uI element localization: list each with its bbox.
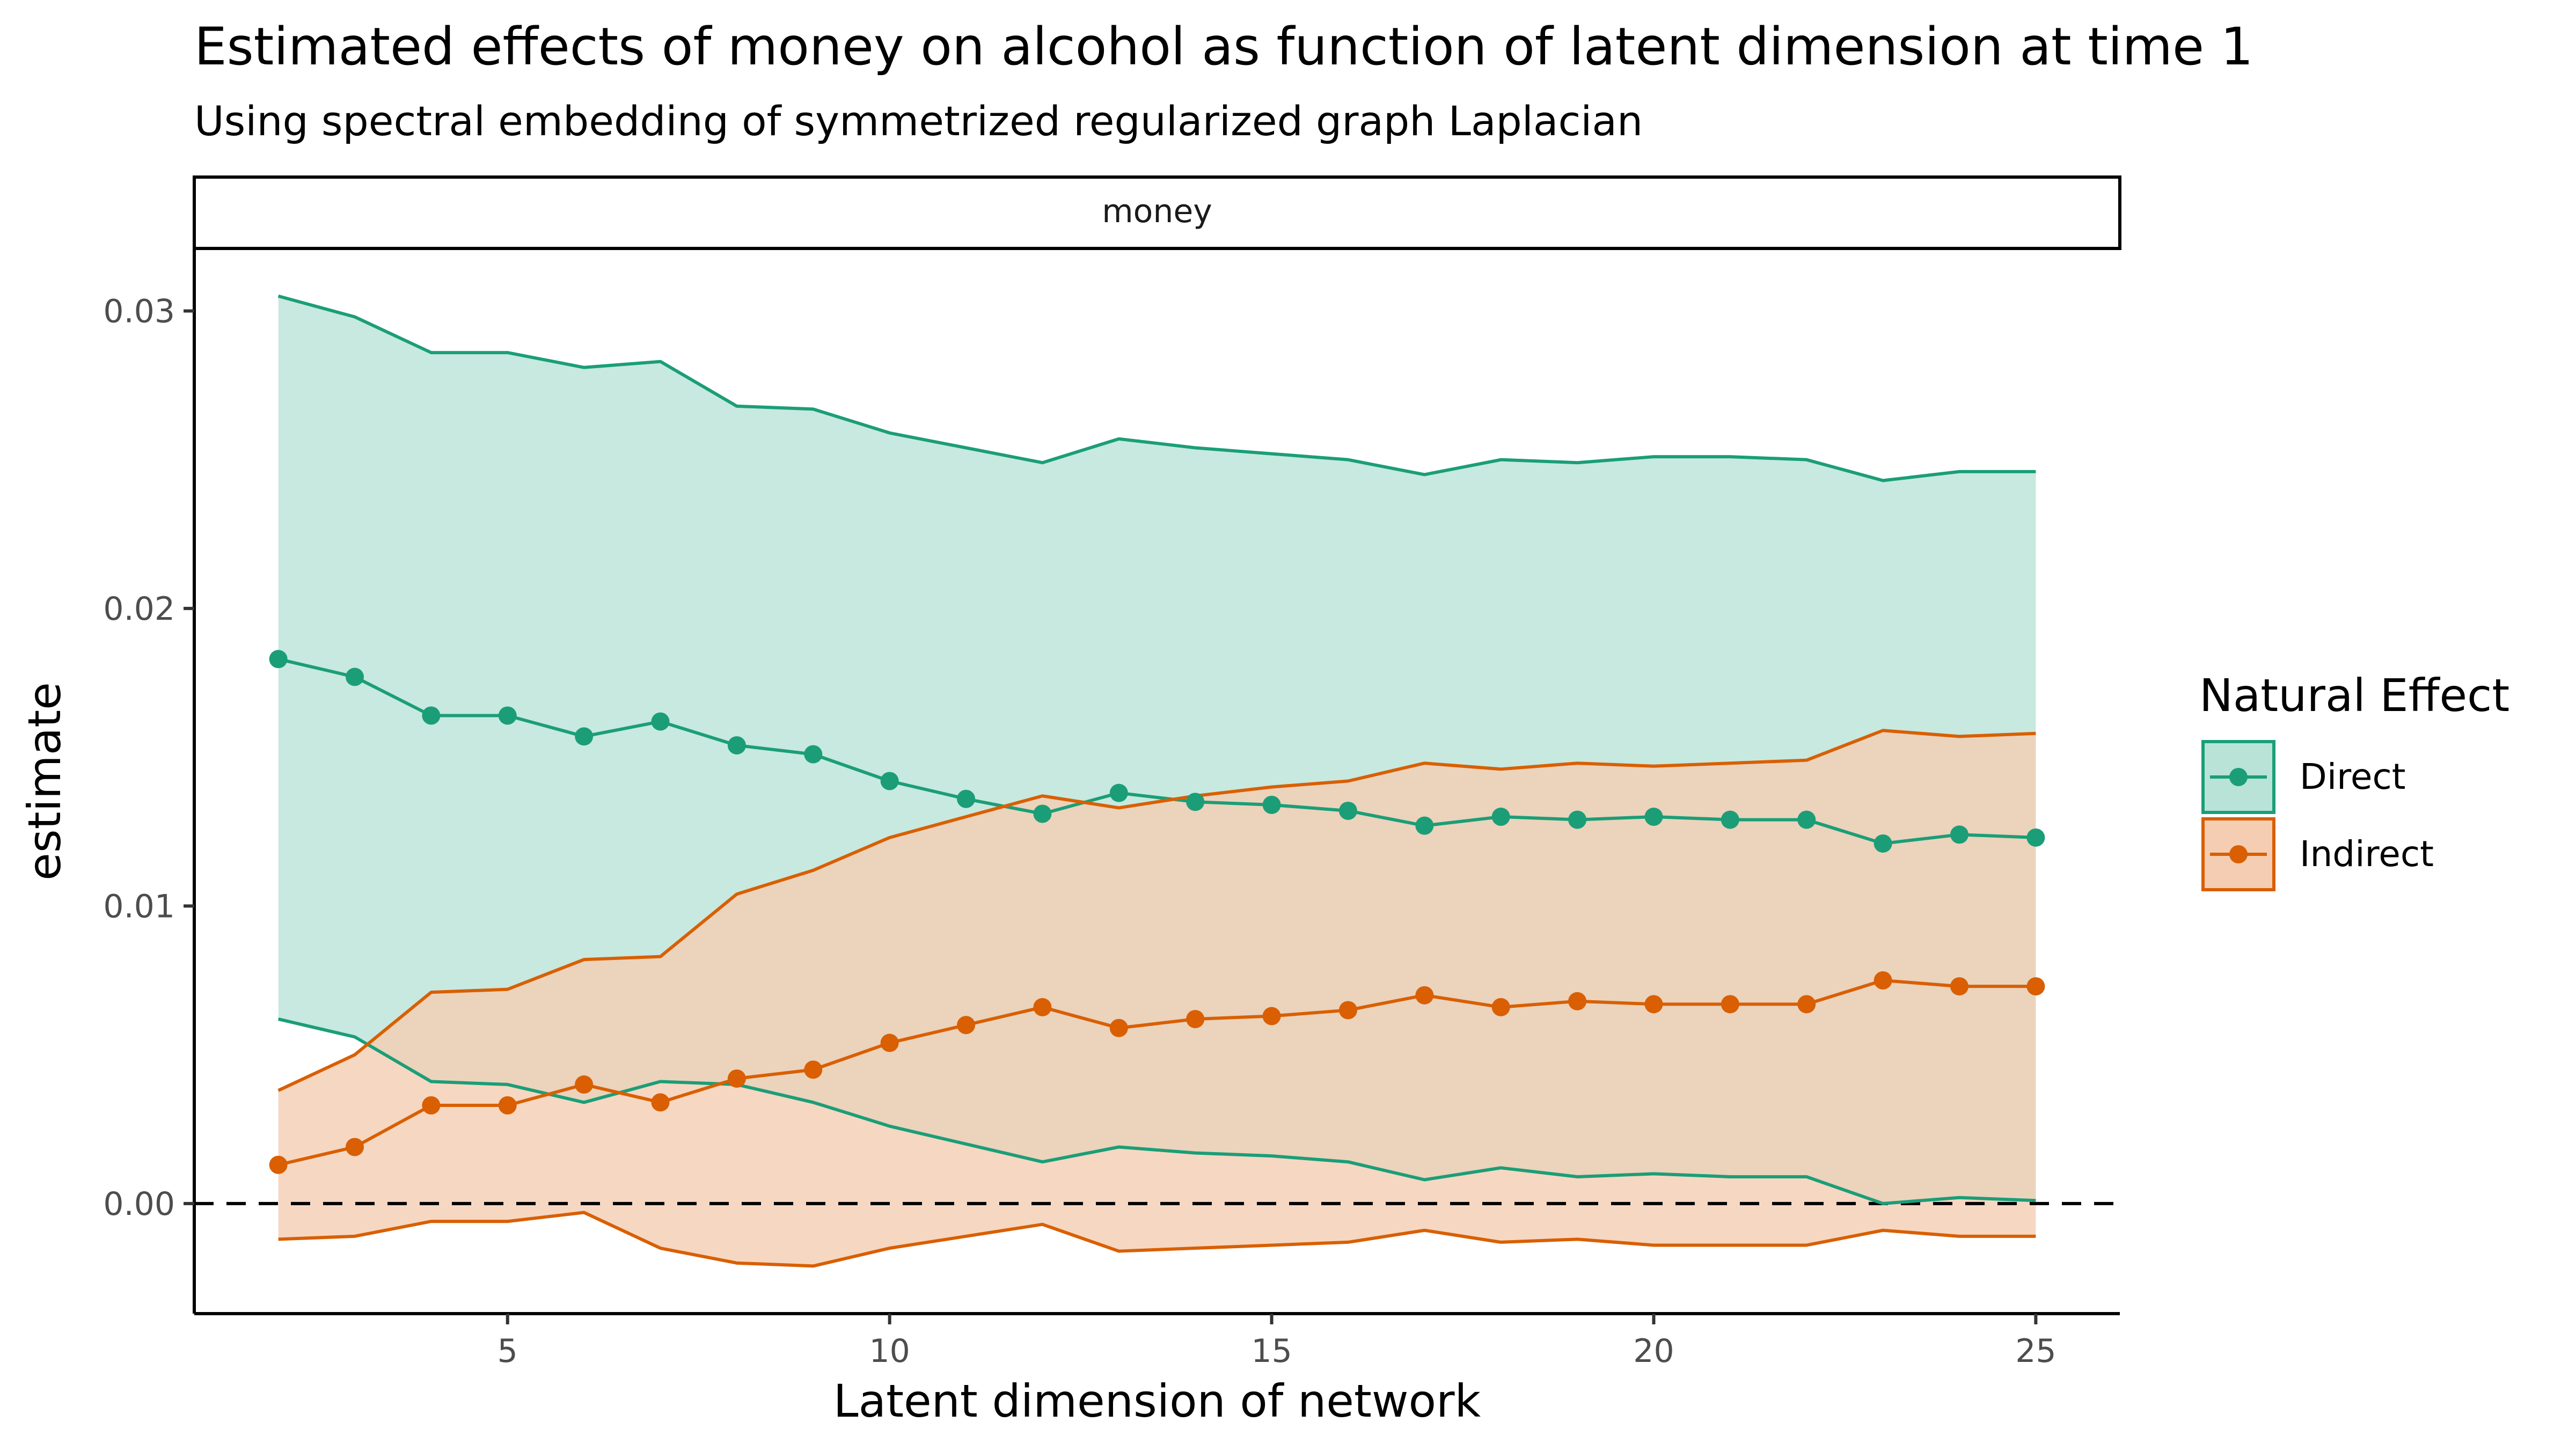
y-tick-label: 0.00 xyxy=(103,1185,175,1223)
direct-point xyxy=(1568,810,1587,829)
x-axis-ticks: 5 10 15 20 25 xyxy=(497,1314,2057,1370)
indirect-point xyxy=(651,1093,670,1112)
direct-point xyxy=(1491,808,1510,826)
direct-point xyxy=(957,789,976,808)
chart-title: Estimated effects of money on alcohol as… xyxy=(194,17,2253,77)
ci-bands xyxy=(278,296,2036,1266)
direct-point xyxy=(651,712,670,731)
direct-point xyxy=(1950,825,1968,844)
x-tick-label: 25 xyxy=(2015,1332,2056,1370)
indirect-point xyxy=(498,1096,517,1115)
direct-point xyxy=(804,745,823,764)
indirect-point xyxy=(1950,977,1968,996)
direct-point xyxy=(1109,783,1128,802)
indirect-point xyxy=(575,1075,594,1094)
x-tick-label: 10 xyxy=(869,1332,910,1370)
indirect-point xyxy=(880,1034,899,1052)
indirect-lower-bound-line xyxy=(278,1211,2036,1268)
y-axis-label: estimate xyxy=(18,682,71,881)
direct-upper-bound-line xyxy=(277,294,2036,482)
indirect-point xyxy=(346,1138,364,1156)
indirect-estimate-line xyxy=(277,978,2036,1167)
indirect-point xyxy=(269,1155,288,1174)
indirect-point xyxy=(957,1016,976,1035)
y-axis-ticks: 0.00 0.01 0.02 0.03 xyxy=(103,292,194,1223)
indirect-point xyxy=(2026,977,2045,996)
indirect-point xyxy=(1644,995,1663,1014)
indirect-point xyxy=(1721,995,1739,1014)
chart-subtitle: Using spectral embedding of symmetrized … xyxy=(194,97,1643,145)
facet-label: money xyxy=(1102,193,1212,230)
direct-point xyxy=(727,736,746,754)
y-tick-label: 0.01 xyxy=(103,888,175,925)
indirect-point xyxy=(1491,998,1510,1016)
direct-point xyxy=(1186,793,1205,811)
series-lines xyxy=(277,294,2036,1268)
x-tick-label: 20 xyxy=(1633,1332,1674,1370)
direct-point xyxy=(1797,810,1816,829)
direct-point xyxy=(1874,834,1892,853)
indirect-point xyxy=(1033,998,1052,1016)
indirect-point xyxy=(1338,1001,1357,1020)
y-tick-label: 0.02 xyxy=(103,590,175,628)
direct-legend-point xyxy=(2229,768,2248,786)
indirect-point xyxy=(804,1060,823,1079)
direct-point xyxy=(1338,801,1357,820)
direct-point xyxy=(575,727,594,746)
x-axis-label: Latent dimension of network xyxy=(833,1375,1481,1427)
indirect-ci-band xyxy=(278,730,2036,1266)
x-tick-label: 5 xyxy=(497,1332,518,1370)
direct-point xyxy=(1033,804,1052,823)
legend-items: Direct Indirect xyxy=(2201,740,2434,891)
direct-lower-bound-line xyxy=(277,1017,2036,1205)
indirect-point xyxy=(1797,995,1816,1014)
legend-title: Natural Effect xyxy=(2199,669,2509,722)
direct-point xyxy=(880,772,899,790)
indirect-point xyxy=(1568,992,1587,1010)
indirect-point xyxy=(1415,986,1434,1005)
direct-point xyxy=(269,650,288,669)
indirect-point xyxy=(1262,1007,1281,1025)
direct-point xyxy=(1415,816,1434,835)
x-tick-label: 15 xyxy=(1251,1332,1292,1370)
indirect-legend-label: Indirect xyxy=(2300,833,2434,875)
direct-point xyxy=(1262,795,1281,814)
direct-point xyxy=(2026,828,2045,847)
direct-point xyxy=(1721,810,1739,829)
indirect-point xyxy=(1186,1010,1205,1029)
legend: Natural Effect Direct Indirect xyxy=(2199,669,2509,891)
direct-estimate-line xyxy=(277,657,2036,845)
indirect-legend-point xyxy=(2229,845,2248,863)
direct-point xyxy=(1644,808,1663,826)
direct-point xyxy=(422,706,441,725)
direct-point xyxy=(498,706,517,725)
indirect-point xyxy=(727,1069,746,1088)
indirect-point xyxy=(422,1096,441,1115)
facet-strip xyxy=(193,175,2121,250)
direct-point xyxy=(346,668,364,686)
y-tick-label: 0.03 xyxy=(103,292,175,330)
indirect-point xyxy=(1874,971,1892,990)
indirect-point xyxy=(1109,1018,1128,1037)
indirect-upper-bound-line xyxy=(277,729,2036,1092)
series-points xyxy=(269,650,2045,1174)
direct-legend-label: Direct xyxy=(2300,756,2406,797)
